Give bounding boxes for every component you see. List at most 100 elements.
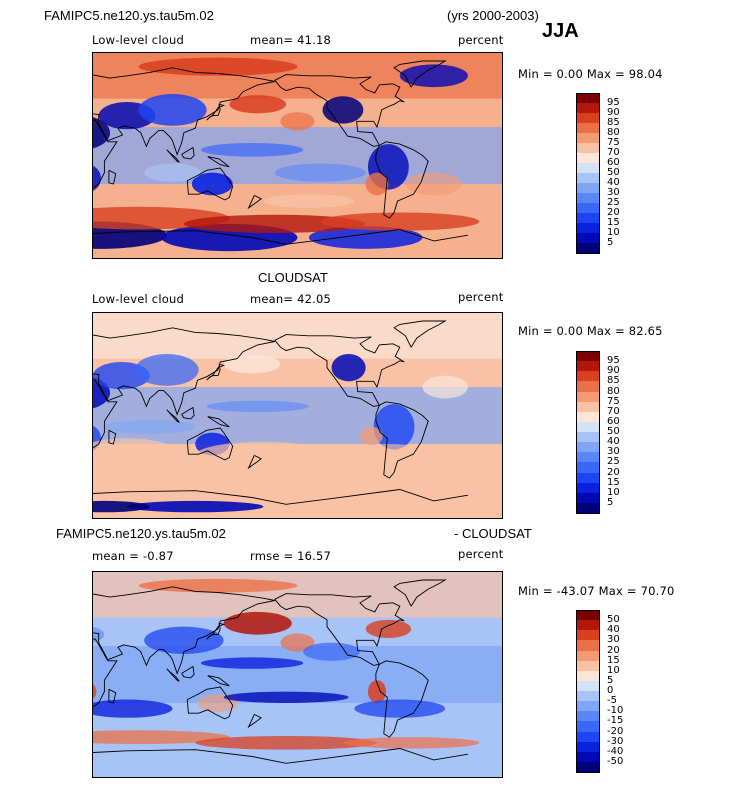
field-region: [308, 226, 423, 249]
panel3-title-left: FAMIPC5.ne120.ys.tau5m.02: [56, 526, 226, 541]
coastline: [181, 146, 195, 160]
colorbar-tick-label: 60: [607, 157, 620, 168]
panel2-units: percent: [458, 290, 504, 304]
panel1-units: percent: [458, 33, 504, 47]
panel2-variable: Low-level cloud: [92, 292, 184, 306]
colorbar-tick-label: 80: [607, 127, 620, 138]
field-region: [373, 404, 415, 450]
panel1-map-svg: [93, 53, 502, 258]
colorbar-swatch: [576, 680, 600, 692]
coastline: [93, 67, 275, 156]
field-region: [138, 578, 298, 593]
colorbar-tick-label: 15: [607, 476, 620, 488]
colorbar-swatch: [576, 173, 600, 184]
colorbar-tick-label: 60: [607, 415, 620, 427]
field-region: [274, 163, 366, 182]
colorbar-swatch: [576, 411, 600, 423]
colorbar-tick-label: 40: [607, 177, 620, 188]
colorbar-swatch: [576, 502, 600, 514]
panel3-minmax: Min = -43.07 Max = 70.70: [518, 584, 675, 598]
panel1-map: [92, 52, 503, 259]
colorbar-swatch: [576, 381, 600, 392]
map-band: [93, 572, 502, 618]
colorbar-tick-label: 70: [607, 147, 620, 158]
coastline: [108, 688, 117, 704]
colorbar-swatch: [576, 691, 600, 702]
coastline: [93, 586, 275, 675]
colorbar-swatch: [576, 670, 600, 682]
colorbar-swatch: [576, 741, 600, 753]
coastline: [186, 686, 234, 720]
panel2-colorbar: 95 90 85 80 75 70 60 50 40 30 25 20 15 10 5: [576, 351, 636, 514]
colorbar-swatch: [576, 482, 600, 494]
colorbar-swatch: [576, 442, 600, 453]
season-label: JJA: [542, 20, 579, 42]
colorbar-swatch: [576, 123, 600, 134]
colorbar-tick-label: 90: [607, 107, 620, 118]
field-region: [206, 400, 309, 413]
colorbar-swatch: [576, 223, 600, 234]
panel3-map: [92, 571, 503, 778]
colorbar-tick-label: 30: [607, 634, 620, 646]
colorbar-swatch: [576, 660, 600, 672]
coastline: [206, 622, 226, 640]
panel3-units: percent: [458, 547, 504, 561]
colorbar-tick-label: 50: [607, 426, 620, 437]
colorbar-swatch: [576, 371, 600, 382]
colorbar-tick-label: 5: [607, 674, 614, 686]
field-region: [223, 355, 281, 374]
colorbar-swatch: [576, 620, 600, 631]
field-region: [223, 611, 292, 635]
panel1-title-left: FAMIPC5.ne120.ys.tau5m.02: [44, 8, 214, 23]
colorbar-tick-label: 40: [607, 624, 620, 636]
colorbar-tick-label: 25: [607, 456, 620, 468]
colorbar-swatch: [576, 193, 600, 204]
field-region: [93, 117, 111, 149]
coastline: [274, 74, 405, 147]
field-region: [229, 95, 287, 114]
coastline: [375, 401, 429, 479]
field-region: [342, 737, 480, 749]
colorbar-swatch: [576, 432, 600, 443]
coastline: [207, 675, 230, 687]
field-region: [138, 94, 207, 126]
field-region: [280, 633, 315, 652]
colorbar-swatch: [576, 203, 600, 214]
coastline: [108, 429, 117, 445]
field-region: [280, 112, 315, 131]
field-region: [144, 626, 224, 654]
field-region: [342, 754, 457, 766]
coastline: [166, 409, 180, 423]
field-region: [93, 684, 97, 699]
field-region: [320, 212, 480, 231]
colorbar-tick-label: 10: [607, 227, 620, 238]
colorbar-tick-label: 85: [607, 375, 620, 387]
colorbar-tick-label: 85: [607, 117, 620, 128]
field-region: [138, 57, 298, 76]
colorbar-swatch: [576, 492, 600, 504]
colorbar-tick-label: -15: [607, 715, 624, 727]
colorbar-tick-label: 30: [607, 187, 620, 198]
colorbar-swatch: [576, 640, 600, 651]
colorbar-swatch: [576, 351, 600, 362]
colorbar-tick-label: 25: [607, 197, 620, 208]
field-region: [144, 163, 201, 182]
field-region: [365, 172, 389, 196]
field-region: [365, 619, 412, 639]
colorbar-swatch: [576, 421, 600, 433]
coastline: [181, 665, 195, 679]
colorbar-tick-label: 40: [607, 436, 620, 448]
field-region: [104, 420, 196, 434]
field-region: [223, 691, 349, 703]
panel1-mean: mean= 41.18: [250, 33, 332, 47]
colorbar-tick-label: -30: [607, 735, 624, 747]
colorbar-swatch: [576, 391, 600, 403]
colorbar-swatch: [576, 761, 600, 773]
coastline: [93, 379, 118, 449]
colorbar-swatch: [576, 731, 600, 743]
panel2-map: [92, 312, 503, 519]
coastline: [206, 103, 226, 121]
panel2-minmax: Min = 0.00 Max = 82.65: [518, 324, 663, 338]
colorbar-swatch: [576, 163, 600, 174]
field-region: [93, 730, 230, 744]
